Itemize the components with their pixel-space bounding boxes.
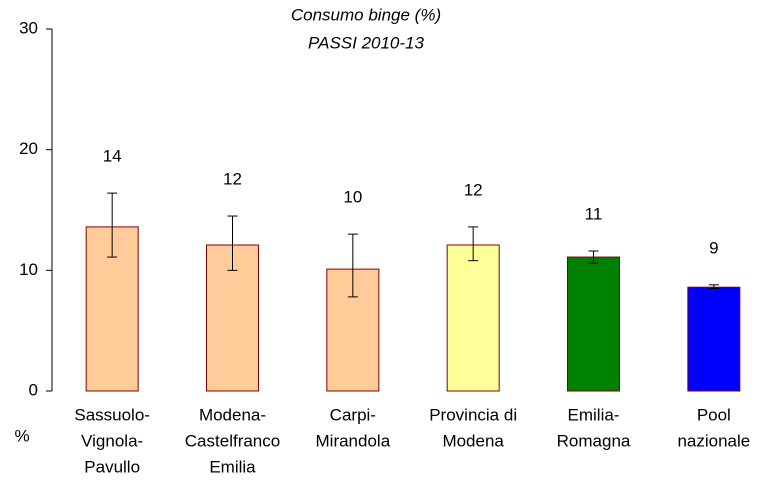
y-tick-label: 20 [19,139,38,158]
x-tick-label: Emilia- [568,405,620,424]
x-tick-label: Mirandola [316,431,391,450]
x-tick-label: Romagna [557,431,631,450]
bar [446,244,500,392]
bar [567,256,620,392]
x-tick-label: Castelfranco [185,431,280,450]
x-tick-label: Pool [697,405,731,424]
x-tick-label: Carpi- [330,405,376,424]
chart-title: Consumo binge (%) [291,5,441,24]
y-tick-label: 0 [29,380,38,399]
x-tick-label: Provincia di [429,405,517,424]
chart-subtitle: PASSI 2010-13 [308,33,424,52]
y-tick-label: 30 [19,18,38,37]
x-tick-label: Modena [442,431,504,450]
x-tick-label: Sassuolo- [74,405,150,424]
value-label: 10 [343,188,362,207]
value-label: 14 [103,147,122,166]
value-label: 9 [709,238,718,257]
x-tick-label: Vignola- [81,431,143,450]
x-tick-label: Emilia [209,457,256,476]
x-tick-label: nazionale [677,431,750,450]
y-tick-label: 10 [19,260,38,279]
y-axis-label: % [14,426,29,445]
value-label: 11 [585,205,603,224]
value-label: 12 [223,170,242,189]
x-tick-label: Pavullo [84,457,140,476]
x-tick-label: Modena- [199,405,266,424]
bar [687,286,741,392]
value-label: 12 [464,180,483,199]
